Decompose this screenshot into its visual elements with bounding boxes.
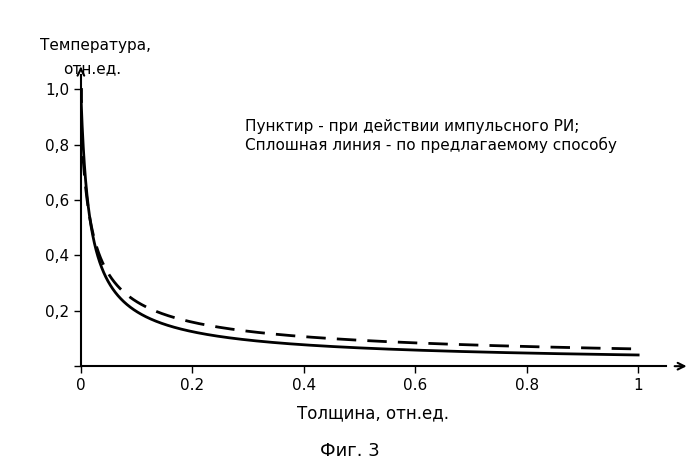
Text: Фиг. 3: Фиг. 3 bbox=[319, 442, 380, 460]
Text: Пунктир - при действии импульсного РИ;
Сплошная линия - по предлагаемому способу: Пунктир - при действии импульсного РИ; С… bbox=[245, 119, 617, 153]
Text: Температура,: Температура, bbox=[40, 38, 151, 53]
X-axis label: Толщина, отн.ед.: Толщина, отн.ед. bbox=[298, 404, 449, 422]
Text: отн.ед.: отн.ед. bbox=[64, 61, 122, 76]
